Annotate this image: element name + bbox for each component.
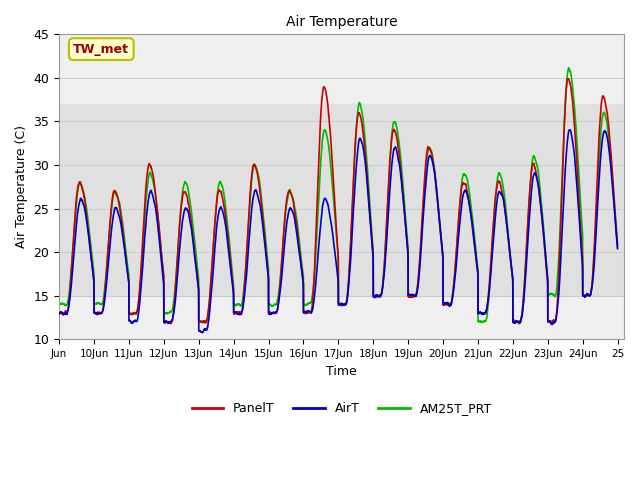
Bar bbox=[59, 104, 625, 296]
AM25T_PRT bbox=[614, 244, 621, 250]
AirT bbox=[519, 305, 527, 311]
PanelT bbox=[564, 76, 572, 82]
Text: TW_met: TW_met bbox=[74, 43, 129, 56]
Title: Air Temperature: Air Temperature bbox=[286, 15, 397, 29]
AirT bbox=[492, 211, 499, 216]
AirT bbox=[359, 144, 367, 150]
AM25T_PRT bbox=[359, 116, 367, 121]
AM25T_PRT bbox=[565, 65, 573, 71]
AirT bbox=[534, 178, 541, 184]
PanelT bbox=[359, 130, 367, 135]
PanelT bbox=[534, 177, 541, 183]
PanelT bbox=[519, 301, 527, 307]
AM25T_PRT bbox=[171, 288, 179, 293]
Line: PanelT: PanelT bbox=[59, 79, 618, 324]
Y-axis label: Air Temperature (C): Air Temperature (C) bbox=[15, 125, 28, 248]
AM25T_PRT bbox=[389, 123, 397, 129]
AirT bbox=[171, 302, 179, 308]
AirT bbox=[55, 311, 63, 316]
PanelT bbox=[516, 321, 524, 326]
PanelT bbox=[171, 294, 179, 300]
Line: AM25T_PRT: AM25T_PRT bbox=[59, 68, 618, 323]
Legend: PanelT, AirT, AM25T_PRT: PanelT, AirT, AM25T_PRT bbox=[187, 397, 497, 420]
PanelT bbox=[614, 241, 621, 247]
PanelT bbox=[389, 128, 397, 134]
AM25T_PRT bbox=[519, 303, 527, 309]
PanelT bbox=[492, 194, 499, 200]
AirT bbox=[566, 127, 573, 133]
AM25T_PRT bbox=[492, 195, 499, 201]
AirT bbox=[389, 151, 397, 157]
PanelT bbox=[55, 311, 63, 316]
AM25T_PRT bbox=[534, 164, 541, 169]
AirT bbox=[614, 246, 621, 252]
AM25T_PRT bbox=[55, 301, 63, 307]
X-axis label: Time: Time bbox=[326, 365, 357, 378]
Line: AirT: AirT bbox=[59, 130, 618, 333]
AirT bbox=[198, 330, 206, 336]
AM25T_PRT bbox=[516, 320, 524, 326]
